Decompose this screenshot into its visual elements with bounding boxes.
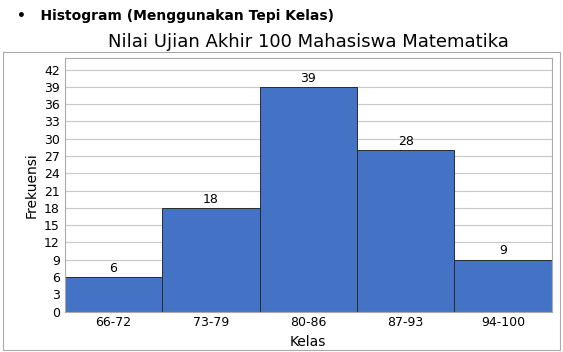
Text: 6: 6 <box>110 262 117 275</box>
X-axis label: Kelas: Kelas <box>290 335 327 349</box>
Y-axis label: Frekuensi: Frekuensi <box>24 152 38 218</box>
Text: •   Histogram (Menggunakan Tepi Kelas): • Histogram (Menggunakan Tepi Kelas) <box>17 9 334 23</box>
Bar <box>454 260 552 312</box>
Bar <box>260 87 357 312</box>
Bar <box>65 277 162 312</box>
Bar <box>357 150 454 312</box>
Text: 28: 28 <box>397 135 414 148</box>
Bar <box>162 208 260 312</box>
Text: 39: 39 <box>301 71 316 84</box>
Text: 9: 9 <box>499 244 507 257</box>
Title: Nilai Ujian Akhir 100 Mahasiswa Matematika: Nilai Ujian Akhir 100 Mahasiswa Matemati… <box>108 33 509 51</box>
Text: 18: 18 <box>203 193 219 206</box>
